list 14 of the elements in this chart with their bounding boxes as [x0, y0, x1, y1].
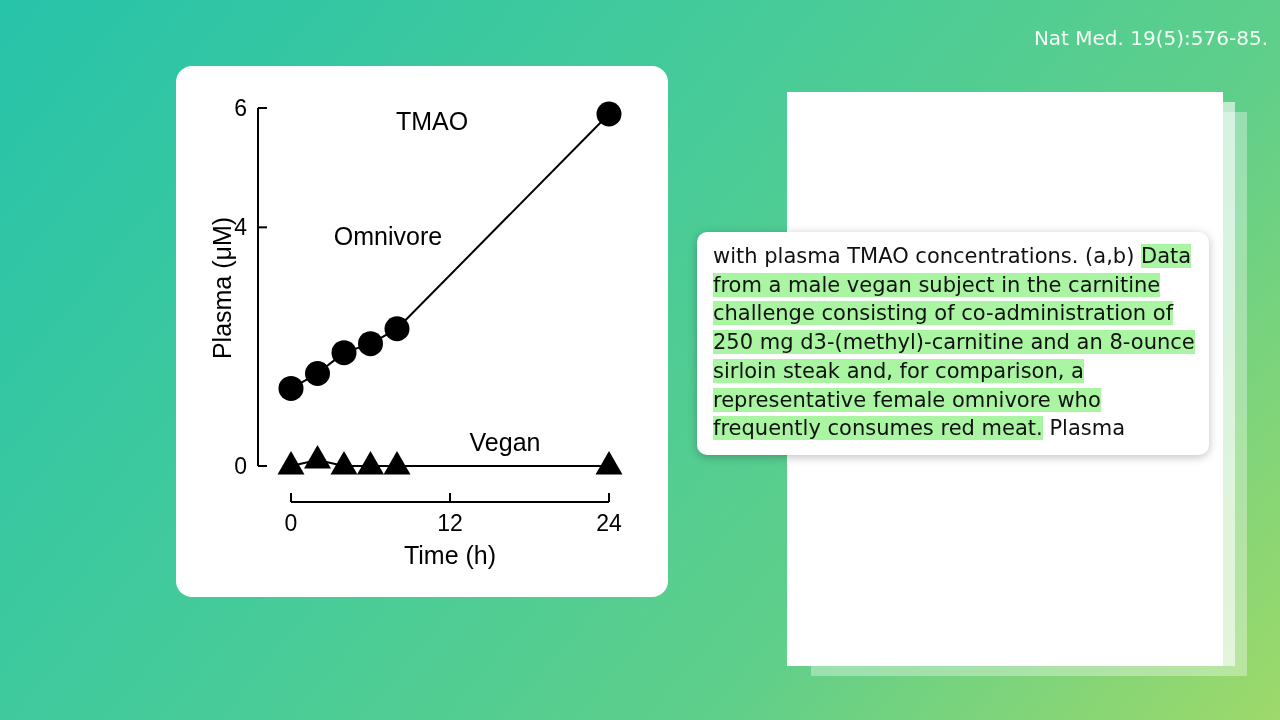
- x-axis-title: Time (h): [403, 540, 497, 569]
- chart-title: TMAO: [395, 106, 469, 135]
- text: with plasma TMAO concentrations. (a,b): [713, 244, 1135, 268]
- series-label: Omnivore: [333, 221, 443, 250]
- y-tick-label: 0: [234, 453, 247, 480]
- y-tick-label: 4: [234, 214, 248, 241]
- text: Plasma: [1049, 416, 1126, 441]
- x-tick-label: 24: [596, 510, 622, 537]
- x-tick-label: 0: [284, 510, 298, 537]
- y-tick-label: 6: [234, 95, 247, 122]
- y-axis-title: Plasma (μM): [207, 216, 236, 360]
- series-label: Vegan: [469, 427, 541, 456]
- x-tick-label: 12: [437, 510, 463, 537]
- text: Nat Med. 19(5):576-85.: [1033, 26, 1268, 50]
